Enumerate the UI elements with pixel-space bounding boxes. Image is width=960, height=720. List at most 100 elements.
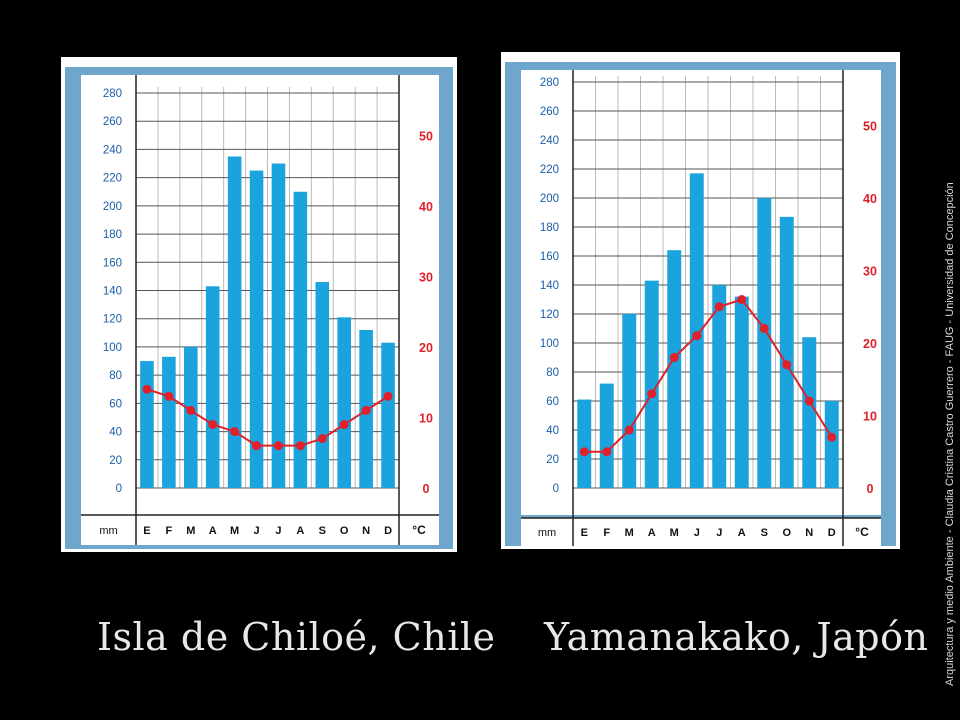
y-tick-label: 180 <box>540 222 559 234</box>
x-unit-label: mm <box>99 525 117 537</box>
y-tick-label: 200 <box>103 201 122 213</box>
month-label: A <box>648 527 656 539</box>
y2-tick-label: 10 <box>419 411 433 425</box>
month-label: D <box>384 525 392 537</box>
month-label: S <box>319 525 326 537</box>
y-tick-label: 280 <box>103 88 122 100</box>
y-tick-label: 240 <box>540 135 559 147</box>
month-label: J <box>694 527 700 539</box>
label-strip <box>521 518 881 546</box>
climate-chart-left: 280 260 240 220 200 180 160 140 120 100 80 60 40 20 0 5… <box>61 57 457 552</box>
month-label: D <box>828 527 836 539</box>
y-tick-label: 280 <box>540 77 559 89</box>
temperature-point <box>624 425 634 435</box>
y2-tick-label: 0 <box>423 482 430 496</box>
precip-bar <box>227 156 242 488</box>
temperature-point <box>142 384 152 394</box>
month-label: S <box>761 527 768 539</box>
month-label: O <box>782 527 791 539</box>
month-label: M <box>625 527 634 539</box>
precip-bar <box>757 198 772 488</box>
temperature-point <box>579 447 589 457</box>
y-tick-label: 220 <box>103 173 122 185</box>
temperature-point <box>714 302 724 312</box>
precip-bar <box>337 317 352 488</box>
y2-tick-label: 50 <box>863 120 877 134</box>
temp-unit-label: °C <box>412 523 426 537</box>
temperature-point <box>383 391 393 401</box>
precip-bar <box>599 383 614 488</box>
temperature-line <box>584 298 833 453</box>
label-strip <box>81 515 439 545</box>
precip-bar <box>140 361 154 488</box>
y-tick-label: 180 <box>103 229 122 241</box>
precip-bar <box>293 191 308 488</box>
y-tick-label: 40 <box>109 427 122 439</box>
temperature-point <box>273 441 283 451</box>
precip-bar <box>734 296 749 488</box>
precip-bar <box>779 216 794 488</box>
y-tick-label: 0 <box>553 483 559 495</box>
month-label: E <box>581 527 588 539</box>
precip-bar <box>249 170 264 488</box>
month-label: A <box>296 525 304 537</box>
temperature-point <box>737 295 747 304</box>
y2-tick-label: 30 <box>863 265 877 279</box>
month-label: A <box>738 527 746 539</box>
temperature-point <box>252 441 262 451</box>
caption-left: Isla de Chiloé, Chile <box>97 615 496 659</box>
y2-tick-label: 10 <box>863 410 877 424</box>
temperature-point <box>339 420 349 430</box>
temperature-point <box>647 389 657 399</box>
y-tick-label: 160 <box>103 257 122 269</box>
month-label: J <box>253 525 259 537</box>
precip-bar <box>824 401 839 488</box>
y-tick-label: 160 <box>540 251 559 263</box>
y-tick-label: 0 <box>116 483 122 495</box>
y-tick-label: 100 <box>103 342 122 354</box>
temperature-point <box>295 441 305 451</box>
precip-bar <box>689 173 704 488</box>
month-label: N <box>805 527 813 539</box>
y-tick-label: 240 <box>103 144 122 156</box>
month-label: M <box>670 527 679 539</box>
temperature-point <box>759 324 769 333</box>
y-tick-label: 20 <box>109 455 122 467</box>
precip-bar <box>577 399 592 488</box>
y-tick-label: 20 <box>546 454 559 466</box>
temp-unit-label: °C <box>855 525 869 539</box>
y-tick-label: 60 <box>546 396 559 408</box>
precip-bar <box>205 286 220 488</box>
y-tick-label: 80 <box>546 367 559 379</box>
temperature-point <box>230 427 240 437</box>
y-tick-label: 140 <box>103 286 122 298</box>
y-tick-label: 100 <box>540 338 559 350</box>
precip-bar <box>162 356 176 488</box>
temperature-point <box>782 360 792 370</box>
y-tick-label: 40 <box>546 425 559 437</box>
y-tick-label: 140 <box>540 280 559 292</box>
side-credit: Arquitectura y medio Ambiente - Claudia … <box>944 182 956 686</box>
caption-right: Yamanakako, Japón <box>544 615 929 659</box>
precip-bar <box>271 163 286 488</box>
y-tick-label: 200 <box>540 193 559 205</box>
precip-bar <box>712 285 727 488</box>
temperature-point <box>804 396 814 406</box>
y2-tick-label: 50 <box>419 129 433 143</box>
precip-bar <box>802 337 817 488</box>
month-label: F <box>166 525 173 537</box>
month-label: M <box>230 525 239 537</box>
temperature-point <box>164 391 174 401</box>
y2-tick-label: 0 <box>867 482 874 496</box>
temperature-point <box>602 447 612 457</box>
month-label: J <box>275 525 281 537</box>
y2-tick-label: 40 <box>419 200 433 214</box>
temperature-point <box>208 420 218 430</box>
precip-bar <box>644 280 659 488</box>
y2-tick-label: 30 <box>419 270 433 284</box>
chart-svg: 2802602402202001801601401201008060402005… <box>65 67 453 549</box>
temperature-point <box>361 405 371 415</box>
month-label: A <box>209 525 217 537</box>
month-label: E <box>143 525 150 537</box>
temperature-point <box>317 434 327 444</box>
